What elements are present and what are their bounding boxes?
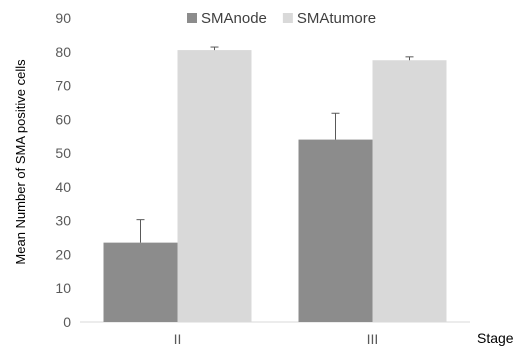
bar-smatumore-ii	[177, 50, 252, 322]
x-axis-title: Stage	[477, 330, 514, 346]
bar-smanode-ii	[103, 242, 178, 322]
legend-label-smanode: SMAnode	[201, 10, 267, 27]
bar-smatumore-iii	[372, 60, 447, 322]
x-tick-label: II	[174, 331, 182, 347]
legend: SMAnode SMAtumore	[187, 10, 376, 27]
y-tick-label: 70	[55, 78, 71, 94]
legend-swatch-smatumore	[282, 13, 293, 23]
x-tick-label: III	[367, 331, 379, 347]
y-tick-label: 40	[55, 179, 71, 195]
y-tick-label: 80	[55, 44, 71, 60]
bar-smanode-iii	[298, 139, 373, 322]
y-tick-label: 10	[55, 280, 71, 296]
y-tick-label: 20	[55, 246, 71, 262]
y-tick-label: 0	[63, 314, 71, 330]
y-tick-label: 90	[55, 10, 71, 26]
y-tick-label: 60	[55, 111, 71, 127]
legend-label-smatumore: SMAtumore	[297, 10, 376, 27]
y-axis-title: Mean Number of SMA positive cells	[13, 59, 28, 265]
y-tick-label: 50	[55, 145, 71, 161]
y-tick-label: 30	[55, 213, 71, 229]
legend-swatch-smanode	[187, 13, 197, 23]
